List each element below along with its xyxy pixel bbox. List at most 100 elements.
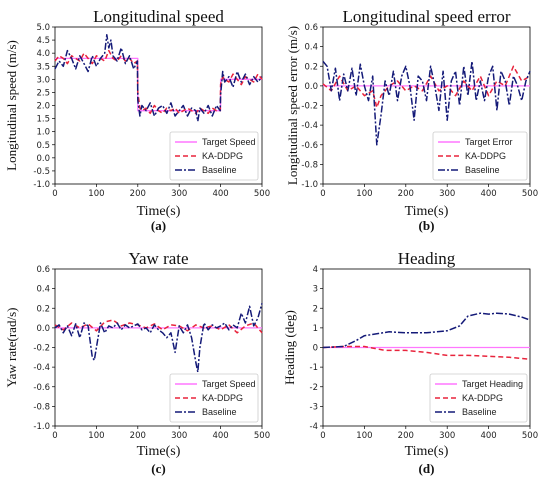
y-tick-label: 0.0 [304,82,318,92]
x-tick-label: 0 [320,431,325,441]
y-tick-label: -0.8 [301,160,318,170]
y-axis-label: Longitudinal speed error (m/s) [285,26,300,185]
y-tick-label: -0.6 [33,383,50,393]
y-tick-label: 4.0 [36,49,50,59]
y-tick-label: 1.5 [36,115,50,125]
x-axis-label: Time(s) [137,444,181,459]
y-tick-label: 0.4 [36,285,50,295]
series-line-1 [55,57,262,112]
x-tick-label: 500 [522,189,538,199]
y-tick-label: 0.5 [36,141,50,151]
y-tick-label: -1.0 [33,180,50,190]
y-axis-label: Heading (deg) [282,310,297,385]
x-tick-label: 400 [212,189,228,199]
x-tick-label: 100 [356,431,372,441]
series-line-2 [322,345,531,361]
y-tick-label: -0.4 [301,121,318,131]
y-tick-label: -4 [310,422,318,432]
y-axis-label: Yaw rate(rad/s) [4,308,19,388]
series-line-2 [54,319,263,334]
series-line-3 [322,312,531,349]
y-tick-label: -0.8 [33,402,50,412]
series-line-2 [322,65,531,109]
chart-title: Heading [398,249,456,268]
x-tick-label: 100 [88,189,104,199]
x-axis-label: Time(s) [405,204,449,219]
x-tick-label: 100 [88,431,104,441]
legend: Target Error KA-DDPG Baseline [432,131,528,181]
chart-title: Yaw rate [128,249,188,268]
series-line-3 [54,34,263,122]
legend-label-2: KA-DDPG [202,393,243,403]
legend-box [169,131,259,181]
panel-label: (b) [419,218,435,233]
legend: Target Speed KA-DDPG Baseline [169,131,259,181]
x-tick-label: 500 [254,189,270,199]
x-tick-label: 300 [439,431,455,441]
legend-box [429,373,528,423]
y-tick-label: 0.0 [36,324,50,334]
y-tick-label: 0.6 [304,23,318,33]
x-tick-label: 200 [398,189,414,199]
legend-box [169,373,259,423]
y-tick-label: -1 [310,363,318,373]
panel-label: (c) [151,461,165,476]
y-tick-label: -3 [310,402,318,412]
legend-label-1: Target Error [465,137,513,147]
legend-label-3: Baseline [202,165,237,175]
chart-title: Longitudinal speed error [342,7,510,26]
y-tick-label: -0.2 [33,344,50,354]
legend-label-3: Baseline [462,407,497,417]
y-tick-label: 0.0 [36,154,50,164]
x-axis-label: Time(s) [137,204,181,219]
legend: Target Heading KA-DDPG Baseline [429,373,528,423]
legend-label-3: Baseline [465,165,500,175]
chart-3: Yaw rate 0 100 200 300 400 500 -1.0 -0.8 -0.6 -0.4… [4,249,270,476]
y-tick-label: -0.6 [301,141,318,151]
y-tick-label: 2 [313,304,318,314]
y-tick-label: 1.0 [36,128,50,138]
x-tick-label: 500 [254,431,270,441]
chart-title: Longitudinal speed [93,7,224,26]
y-tick-label: 5.0 [36,23,50,33]
legend-label-1: Target Speed [202,379,256,389]
legend-label-2: KA-DDPG [465,151,506,161]
y-tick-label: 0.2 [304,62,318,72]
y-tick-label: 1 [313,324,318,334]
y-tick-label: 3.0 [36,75,50,85]
x-tick-label: 0 [52,189,57,199]
y-tick-label: -0.5 [33,167,50,177]
x-tick-label: 300 [171,189,187,199]
legend: Target Speed KA-DDPG Baseline [169,373,259,423]
y-tick-label: 0.4 [304,43,318,53]
y-tick-label: 4 [313,265,318,275]
x-tick-label: 0 [320,189,325,199]
legend-label-2: KA-DDPG [462,393,503,403]
chart-1: Longitudinal speed 0 100 200 300 400 500 -1.0 -0… [4,7,270,233]
legend-label-1: Target Heading [462,379,523,389]
y-tick-label: 4.5 [36,36,50,46]
y-tick-label: -0.2 [301,102,318,112]
y-tick-label: -0.4 [33,363,50,373]
y-tick-label: -1.0 [33,422,50,432]
x-tick-label: 300 [171,431,187,441]
y-tick-label: -1.0 [301,180,318,190]
series-line-3 [54,303,263,373]
legend-label-1: Target Speed [202,137,256,147]
x-tick-label: 500 [522,431,538,441]
x-axis-label: Time(s) [405,444,449,459]
y-axis-label: Longitudinal speed (m/s) [4,40,19,171]
x-tick-label: 100 [356,189,372,199]
y-tick-label: 0.2 [36,304,50,314]
series-line-3 [322,60,531,146]
panel-label: (d) [419,461,435,476]
y-tick-label: 3 [313,285,318,295]
y-tick-label: 3.5 [36,62,50,72]
x-tick-label: 400 [212,431,228,441]
x-tick-label: 400 [480,189,496,199]
legend-label-2: KA-DDPG [202,151,243,161]
x-tick-label: 200 [130,189,146,199]
series-line-2 [54,49,263,115]
chart-2: Longitudinal speed error 0 100 200 300 400 500… [285,7,538,233]
